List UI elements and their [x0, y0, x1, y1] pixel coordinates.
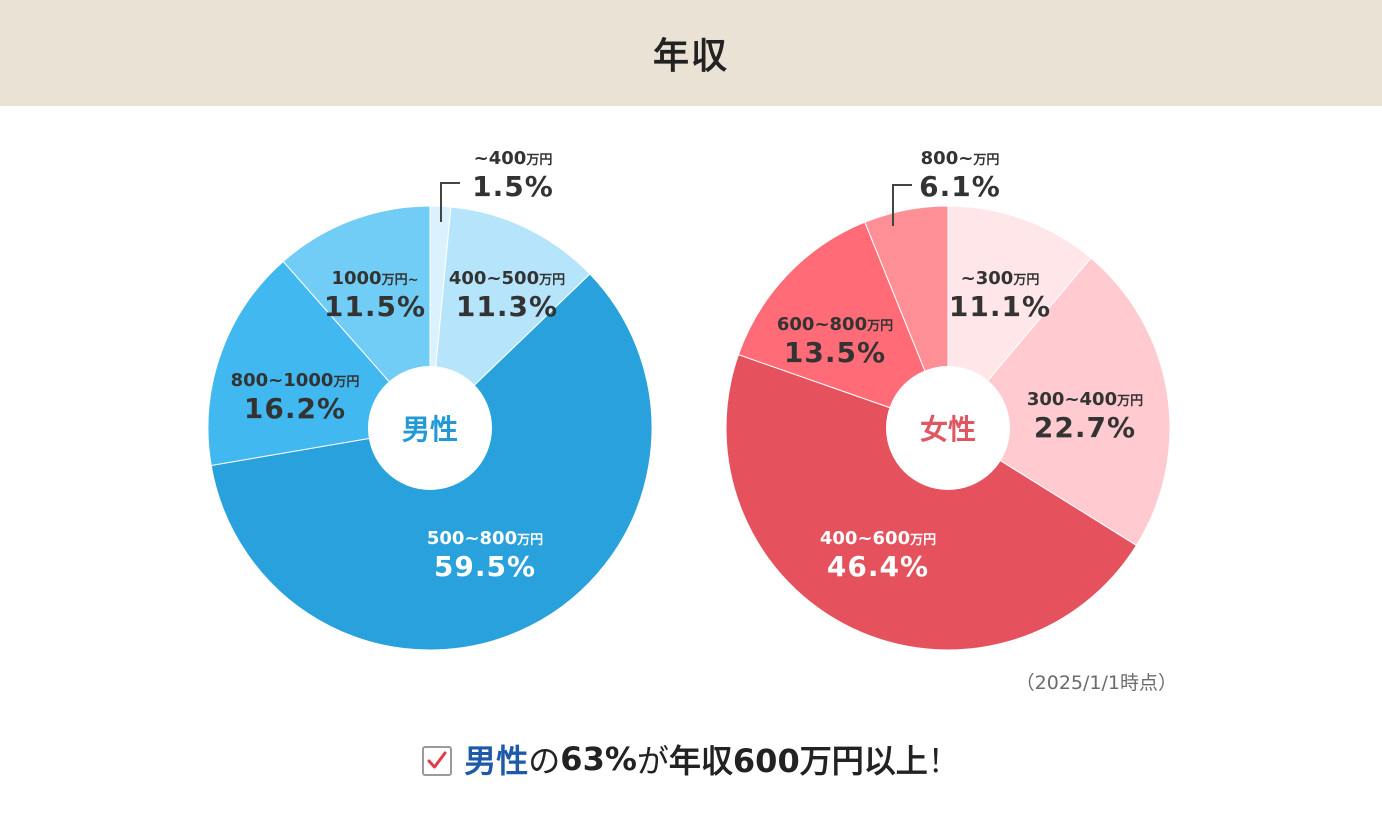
- summary-particle: の: [528, 742, 561, 780]
- slice-percent-label: 22.7%: [1034, 411, 1136, 444]
- callout-line: [440, 182, 460, 222]
- slice-percent-label: 11.5%: [324, 290, 426, 323]
- slice-range-label: 600~800万円: [777, 314, 893, 335]
- slice-range-label: 800~1000万円: [231, 370, 360, 391]
- pie-slice: [282, 205, 431, 430]
- slice-percent-label: 11.1%: [949, 290, 1051, 323]
- pie-center-hole: [368, 366, 492, 490]
- slice-range-label: ~300万円: [961, 268, 1040, 289]
- pie-slice: [947, 205, 1092, 430]
- summary-line: 男性の 63% が年収600万円以上！: [0, 736, 1382, 782]
- slice-percent-label: 16.2%: [244, 392, 346, 425]
- slice-percent-label: 13.5%: [784, 336, 886, 369]
- slice-range-label: 500~800万円: [427, 528, 543, 549]
- pie-slice: [429, 206, 591, 430]
- slice-range-label: 400~600万円: [820, 528, 936, 549]
- summary-particle2: が: [636, 742, 669, 780]
- slice-range-label: 300~400万円: [1027, 389, 1143, 410]
- slice-percent-label: 46.4%: [827, 550, 929, 583]
- pie-center-hole: [886, 366, 1010, 490]
- pie-center-label: 女性: [920, 413, 976, 446]
- slice-range-label: 400~500万円: [449, 268, 565, 289]
- pie-center-label: 男性: [402, 413, 458, 446]
- summary-rest: 年収600万円以上: [668, 742, 928, 780]
- callout-line: [892, 184, 912, 226]
- pie-slice: [725, 353, 1138, 651]
- slice-range-label: 1000万円~: [331, 268, 418, 289]
- summary-stat: 63%: [560, 740, 637, 778]
- summary-highlight: 男性: [464, 742, 529, 780]
- slice-range-label: ~400万円: [474, 148, 553, 169]
- checkbox-icon: [422, 746, 453, 776]
- slice-percent-label: 1.5%: [472, 170, 554, 203]
- pie-slice: [947, 257, 1171, 547]
- slice-range-label: 800~万円: [921, 148, 1000, 169]
- slice-percent-label: 6.1%: [919, 170, 1001, 203]
- header-bar: 年収: [0, 0, 1382, 106]
- pie-slice: [737, 221, 949, 429]
- date-note: （2025/1/1時点）: [1015, 672, 1177, 694]
- summary-exclaim: ！: [927, 742, 960, 780]
- slice-percent-label: 59.5%: [434, 550, 536, 583]
- page-title: 年収: [652, 36, 729, 77]
- slice-percent-label: 11.3%: [456, 290, 558, 323]
